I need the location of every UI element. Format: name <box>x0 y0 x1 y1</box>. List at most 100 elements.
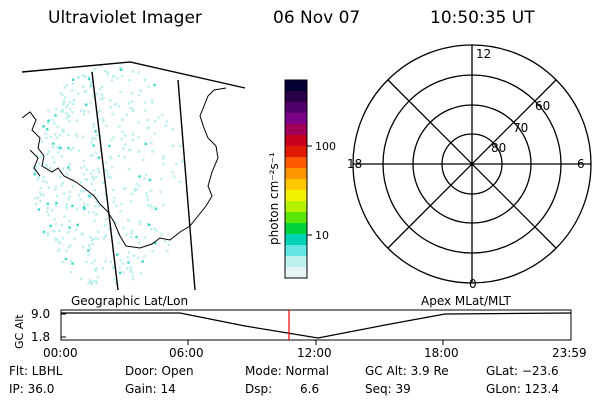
emission-pixel <box>39 199 42 203</box>
emission-pixel <box>96 167 100 170</box>
emission-pixel <box>68 119 71 122</box>
polar-label-top: 12 <box>476 47 491 61</box>
emission-pixel <box>63 96 67 99</box>
colorbar-block <box>285 245 307 257</box>
emission-pixel <box>67 231 70 234</box>
coastline-island <box>29 149 41 177</box>
emission-pixel <box>94 267 97 271</box>
emission-pixel <box>71 178 74 181</box>
emission-pixel <box>47 121 50 124</box>
emission-pixel <box>33 197 37 200</box>
emission-pixel <box>99 64 103 68</box>
date-label: 06 Nov 07 <box>273 8 361 28</box>
emission-pixel <box>39 155 43 158</box>
emission-pixel <box>56 146 59 149</box>
emission-pixel <box>94 269 97 272</box>
emission-pixel <box>93 219 97 222</box>
emission-pixel <box>91 238 95 241</box>
info-dsp-value: 6.6 <box>300 382 320 396</box>
emission-pixel <box>44 132 47 135</box>
map-meridian-left <box>91 71 119 290</box>
emission-pixel <box>36 196 39 199</box>
emission-pixel <box>86 203 90 207</box>
emission-pixel <box>118 125 121 128</box>
emission-pixel <box>86 178 89 182</box>
emission-pixel <box>81 135 85 138</box>
emission-pixel <box>137 71 140 74</box>
emission-pixel <box>111 75 115 79</box>
emission-pixel <box>64 257 68 261</box>
emission-pixel <box>160 233 163 236</box>
emission-pixel <box>79 198 82 201</box>
emission-pixel <box>65 106 68 109</box>
alt-tick-label-low: 1.8 <box>31 330 51 344</box>
emission-pixel <box>139 89 142 92</box>
emission-pixel <box>88 211 91 214</box>
emission-pixel <box>58 241 62 245</box>
emission-pixel <box>68 100 71 104</box>
emission-pixel <box>143 78 147 81</box>
emission-pixel <box>70 259 73 263</box>
emission-pixel <box>54 222 58 226</box>
emission-pixel <box>95 201 98 204</box>
emission-pixel <box>119 259 122 262</box>
emission-pixel <box>46 210 49 213</box>
emission-pixel <box>155 229 158 233</box>
emission-pixel <box>82 172 86 176</box>
emission-pixel <box>116 77 119 80</box>
emission-pixel <box>109 99 112 102</box>
emission-pixel <box>59 175 62 179</box>
emission-pixel <box>85 168 89 171</box>
emission-pixel <box>112 136 115 139</box>
emission-pixel <box>127 219 131 222</box>
emission-pixel <box>47 186 51 189</box>
emission-pixel <box>89 101 92 104</box>
emission-pixel <box>76 92 80 95</box>
emission-pixel <box>45 136 48 139</box>
emission-pixel <box>146 204 150 207</box>
emission-pixel <box>109 106 113 109</box>
emission-pixel <box>137 93 141 97</box>
emission-pixel <box>96 230 100 233</box>
info-glat: GLat: −23.6 <box>486 364 559 378</box>
emission-pixel <box>80 189 83 193</box>
polar-dial <box>352 44 592 284</box>
altitude-curve <box>61 312 572 339</box>
emission-pixel <box>145 173 148 177</box>
emission-pixel <box>104 224 107 227</box>
emission-pixel <box>96 275 100 279</box>
emission-pixel <box>93 188 96 192</box>
emission-pixel <box>42 176 45 179</box>
emission-pixel <box>92 125 95 129</box>
emission-pixel <box>90 141 93 144</box>
emission-pixel <box>103 168 106 171</box>
emission-pixel <box>130 100 134 103</box>
emission-pixel <box>89 172 93 175</box>
emission-pixel <box>65 205 68 208</box>
emission-pixel <box>131 229 134 233</box>
emission-pixel <box>117 241 121 244</box>
emission-pixel <box>123 156 126 159</box>
emission-pixel <box>131 70 135 73</box>
emission-pixel <box>122 271 125 274</box>
emission-pixel <box>82 113 85 116</box>
emission-pixel <box>92 144 95 147</box>
emission-pixel <box>112 267 115 270</box>
emission-pixel <box>90 80 93 84</box>
emission-pixel <box>89 154 93 157</box>
emission-pixel <box>67 198 70 201</box>
coastline <box>22 87 227 249</box>
emission-pixel <box>162 157 165 160</box>
emission-pixel <box>89 247 92 250</box>
emission-pixel <box>130 271 134 274</box>
emission-pixels <box>32 64 184 286</box>
emission-pixel <box>107 172 110 175</box>
emission-pixel <box>61 260 64 264</box>
colorbar-block <box>285 80 307 92</box>
emission-pixel <box>181 160 184 164</box>
emission-pixel <box>76 119 79 122</box>
emission-pixel <box>56 125 59 129</box>
altitude-axis-label: GC Alt <box>13 314 26 349</box>
info-dsp-label: Dsp: <box>245 382 273 396</box>
emission-pixel <box>109 176 112 179</box>
